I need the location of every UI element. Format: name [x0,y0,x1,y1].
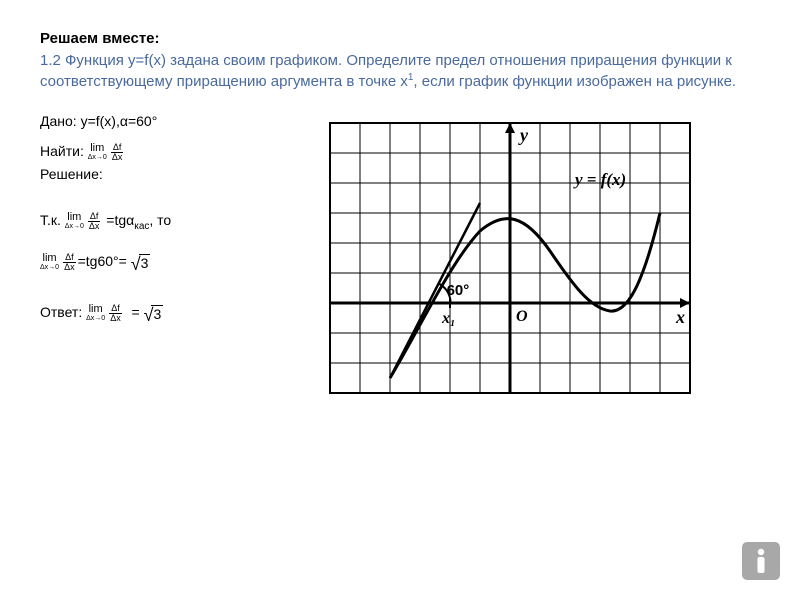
given-value: y=f(x),α=60° [81,113,158,129]
svg-text:y = f(x): y = f(x) [573,170,626,189]
lim-word-4: lim [86,304,105,315]
step1-eq: =tgα [106,212,134,228]
lim-sub: Δx→0 [88,154,107,161]
problem-prefix: 1.2 [40,52,61,69]
lim-notation: lim Δx→0 [88,143,107,161]
frac-num: Δf [111,143,124,153]
step1-suffix: , то [149,212,171,228]
info-icon[interactable] [742,542,780,580]
lim-word: lim [88,143,107,154]
frac-den-3: Δx [63,263,76,272]
given-label: Дано: [40,113,81,129]
lim-sub-4: Δx→0 [86,315,105,322]
step2-line: lim Δx→0 Δf Δx =tg60°= √3 [40,252,300,273]
function-graph: y x Ox₁ 60° y = f(x) [310,113,710,418]
step2-eq: =tg60°= [78,253,127,269]
svg-text:O: O [516,308,528,325]
problem-statement: 1.2 Функция y=f(x) задана своим графиком… [40,51,760,93]
frac-num-4: Δf [109,304,122,314]
svg-text:x₁: x₁ [441,310,456,327]
lim-word-2: lim [65,212,84,223]
sqrt-val-2: 3 [151,305,163,322]
step1-line: Т.к. lim Δx→0 Δf Δx =tgαкас, то [40,212,300,232]
svg-text:y: y [518,125,529,145]
frac-num-2: Δf [88,212,101,222]
svg-text:x: x [675,307,685,327]
sqrt-2: √3 [144,303,164,324]
solution-label-line: Решение: [40,166,300,182]
step1-prefix: Т.к. [40,212,61,228]
lim-notation-2: lim Δx→0 [65,212,84,230]
lim-sub-2: Δx→0 [65,223,84,230]
lim-notation-4: lim Δx→0 [86,304,105,322]
answer-line: Ответ: lim Δx→0 Δf Δx = √3 [40,303,300,324]
sqrt-1: √3 [131,252,151,273]
fraction: Δf Δx [111,143,124,162]
svg-text:60°: 60° [447,282,470,299]
fraction-2: Δf Δx [88,212,101,231]
find-line: Найти: lim Δx→0 Δf Δx [40,143,300,162]
section-title: Решаем вместе: [40,30,760,47]
frac-den-4: Δx [109,314,122,323]
frac-den: Δx [111,153,124,162]
frac-num-3: Δf [63,253,76,263]
solution-label: Решение: [40,166,103,182]
fraction-4: Δf Δx [109,304,122,323]
lim-word-3: lim [40,253,59,264]
frac-den-2: Δx [88,222,101,231]
lim-sub-3: Δx→0 [40,264,59,271]
problem-text-2: , если график функции изображен на рисун… [413,73,736,90]
find-label: Найти: [40,143,84,159]
answer-label: Ответ: [40,304,82,320]
fraction-3: Δf Δx [63,253,76,272]
answer-eq: = [131,304,139,320]
given-line: Дано: y=f(x),α=60° [40,113,300,129]
lim-notation-3: lim Δx→0 [40,253,59,271]
solution-column: Дано: y=f(x),α=60° Найти: lim Δx→0 Δf Δx… [40,113,300,338]
step1-sub: кас [134,221,149,232]
